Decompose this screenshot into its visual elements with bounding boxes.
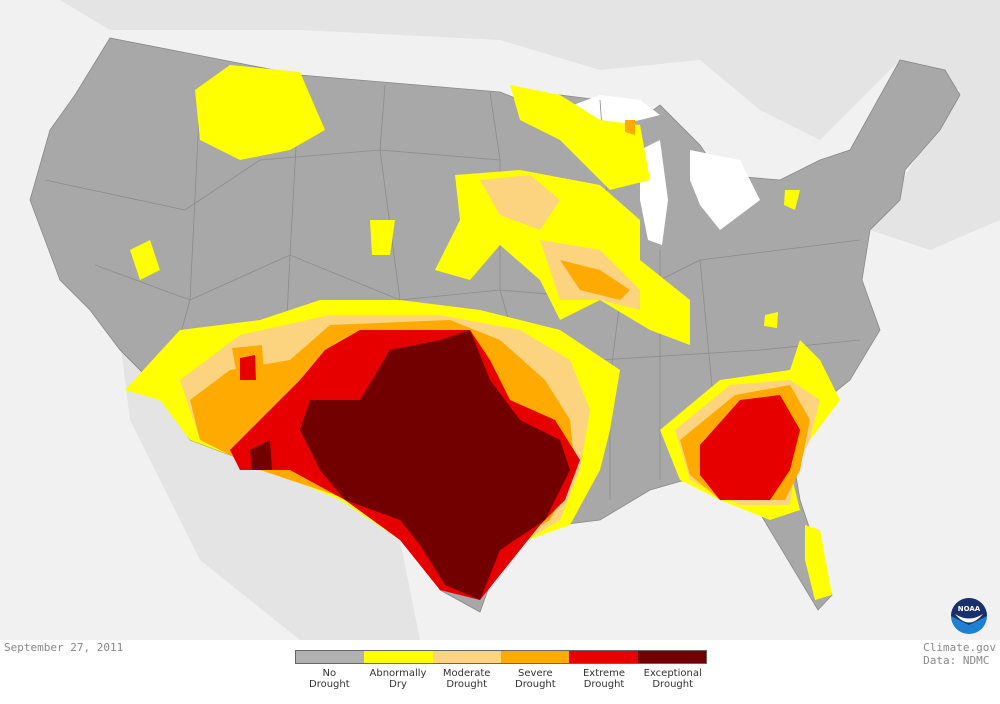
neighbor-land	[0, 0, 1000, 640]
legend-swatch-exceptional	[637, 651, 706, 663]
legend-label-exceptional: Exceptional Drought	[643, 668, 702, 690]
legend: No Drought Abnormally Dry Moderate Droug…	[295, 650, 707, 690]
noaa-logo: NOAA	[951, 598, 987, 634]
map-date: September 27, 2011	[4, 641, 124, 654]
legend-swatch-abnormally-dry	[364, 651, 433, 663]
legend-swatch-moderate	[432, 651, 501, 663]
drought-map	[0, 0, 1000, 640]
legend-swatch-extreme	[569, 651, 638, 663]
legend-swatch-no-drought	[296, 651, 365, 663]
exceptional-drought-areas	[250, 330, 570, 600]
noaa-logo-text: NOAA	[958, 605, 981, 613]
credit: Climate.gov Data: NDMC	[923, 641, 996, 667]
legend-label-abnormally-dry: Abnormally Dry	[369, 668, 427, 690]
credit-data: Data: NDMC	[923, 654, 990, 667]
legend-color-bar	[295, 650, 707, 664]
lake-huron-erie	[690, 150, 760, 230]
credit-source: Climate.gov	[923, 641, 996, 654]
legend-label-no-drought: No Drought	[309, 668, 350, 690]
legend-label-extreme: Extreme Drought	[582, 668, 626, 690]
legend-swatch-severe	[500, 651, 570, 663]
legend-label-severe: Severe Drought	[515, 668, 556, 690]
legend-label-moderate: Moderate Drought	[442, 668, 491, 690]
